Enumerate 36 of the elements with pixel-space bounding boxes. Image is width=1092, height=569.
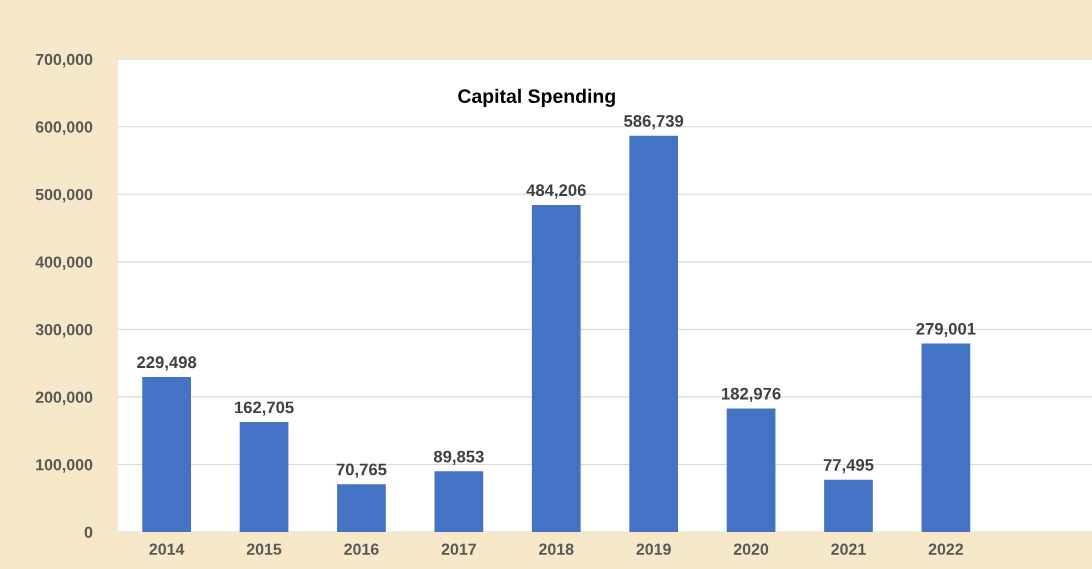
bar: [531, 204, 581, 533]
x-tick-label: 2018: [539, 543, 574, 555]
x-tick-label: 2016: [344, 543, 379, 555]
data-label: 484,206: [526, 184, 586, 199]
data-label: 89,853: [433, 450, 484, 465]
bar: [824, 479, 873, 533]
bar: [142, 376, 191, 533]
bar: [629, 135, 679, 533]
data-label: 586,739: [624, 115, 684, 130]
y-tick-label: 100,000: [36, 459, 93, 473]
y-tick-label: 500,000: [35, 188, 93, 203]
data-label: 279,001: [916, 322, 976, 338]
data-label: 229,498: [137, 356, 197, 371]
x-tick-label: 2015: [246, 543, 282, 555]
x-tick-label: 2021: [831, 543, 866, 555]
text: Capital Spending: [458, 88, 615, 107]
x-tick-label: 2019: [636, 543, 671, 555]
data-label: 182,976: [722, 387, 781, 402]
y-tick-label: 200,000: [35, 391, 93, 406]
data-label: 162,705: [234, 401, 294, 416]
y-tick-label: 300,000: [35, 324, 93, 338]
bar: [726, 408, 776, 533]
y-tick-label: 700,000: [35, 53, 93, 68]
x-tick-label: 2022: [928, 543, 964, 555]
bar: [921, 343, 971, 533]
y-tick-label: 0: [84, 526, 93, 538]
y-tick-label: 600,000: [35, 121, 93, 135]
bar: [337, 484, 386, 533]
x-tick-label: 2017: [441, 543, 476, 555]
x-tick-label: 2020: [733, 543, 769, 555]
bar: [239, 422, 289, 533]
x-tick-label: 2014: [149, 543, 185, 555]
data-label: 77,495: [823, 459, 874, 474]
bar: [434, 471, 484, 533]
y-tick-label: 400,000: [35, 256, 93, 271]
data-label: 70,765: [336, 463, 387, 478]
